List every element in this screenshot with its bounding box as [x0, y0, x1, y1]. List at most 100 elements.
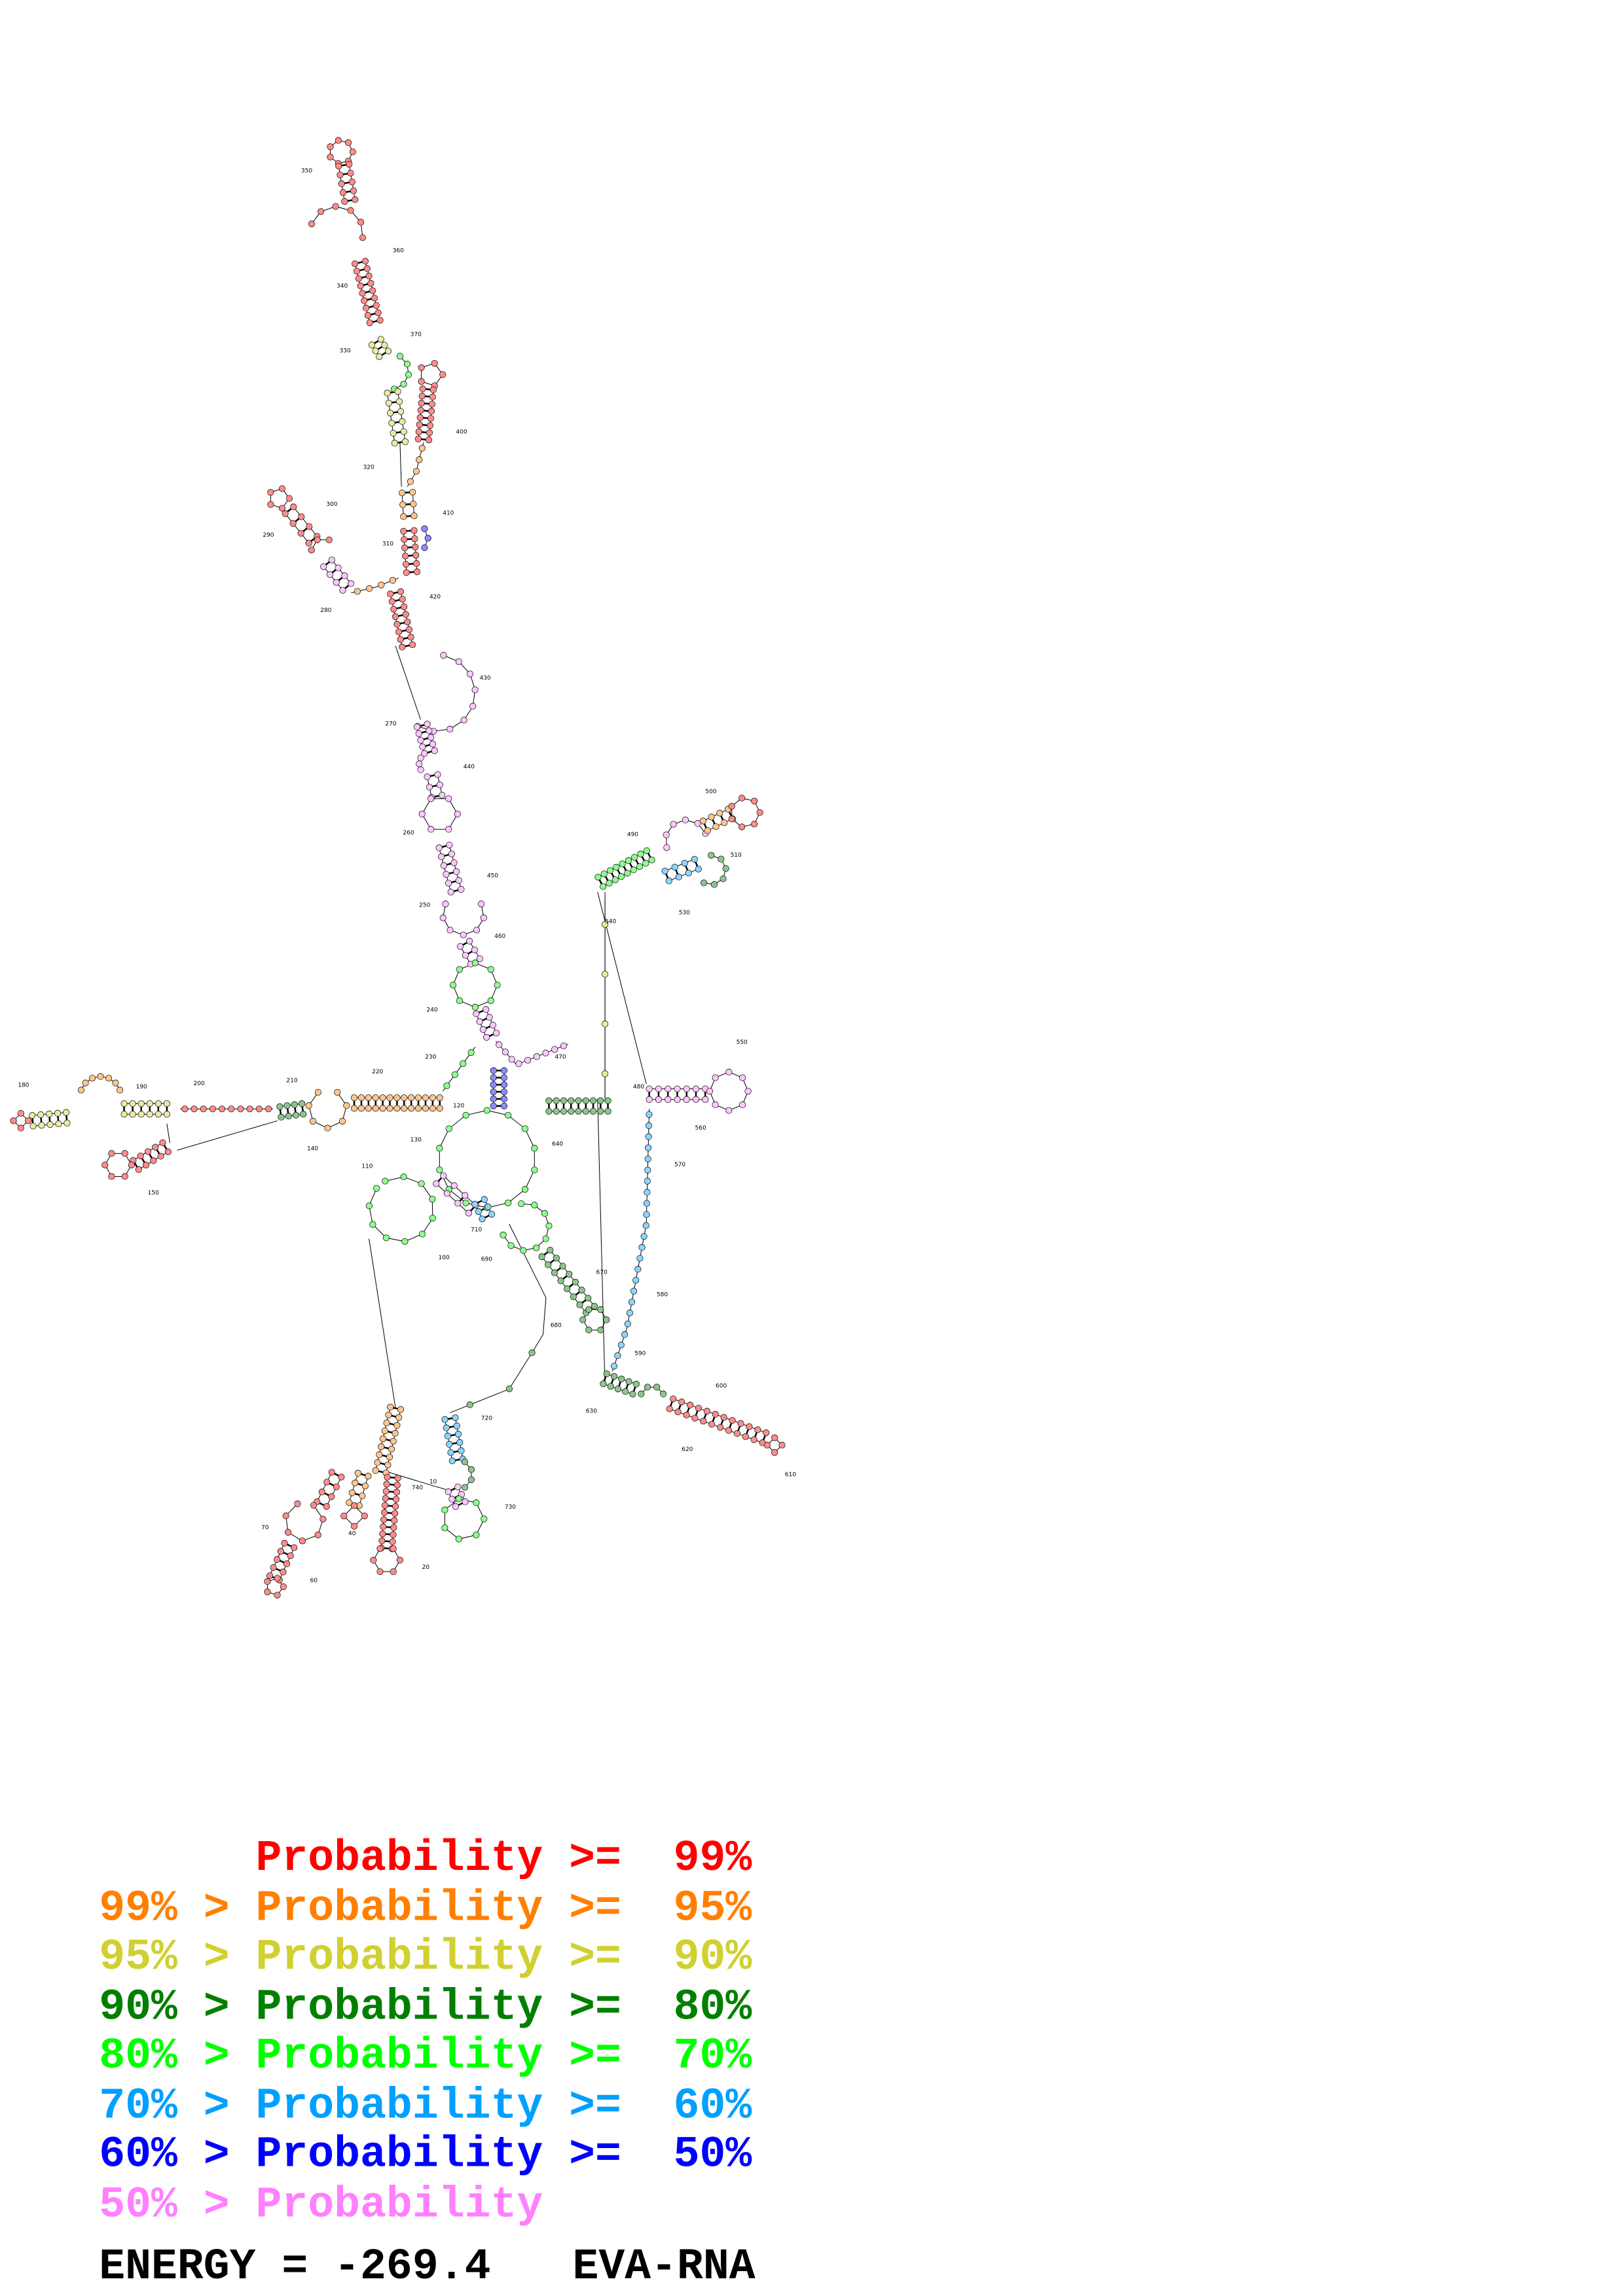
nucleotide [421, 525, 428, 532]
nucleotide [585, 1306, 593, 1313]
nucleotide [17, 1109, 24, 1117]
nucleotide [416, 761, 423, 768]
base-pair [397, 614, 404, 617]
nucleotide [392, 1503, 399, 1510]
nucleotide [388, 1445, 395, 1453]
nucleotide [382, 1495, 389, 1502]
base-pair [543, 1251, 549, 1256]
nucleotide [341, 198, 348, 205]
nucleotide [619, 860, 626, 867]
backbone-segment [281, 1113, 304, 1118]
base-pair [669, 1401, 674, 1407]
nucleotide [383, 1419, 390, 1427]
nucleotide [237, 1105, 244, 1113]
nucleotide [604, 1107, 611, 1115]
nucleotide [283, 1560, 291, 1568]
nucleotide [399, 418, 406, 425]
nucleotide [282, 510, 289, 517]
nucleotide [376, 353, 383, 361]
nucleotide [289, 520, 297, 527]
position-label: 540 [605, 918, 616, 925]
nucleotide [447, 926, 454, 934]
position-label: 290 [263, 532, 274, 539]
base-pair [383, 1446, 390, 1450]
nucleotide [352, 196, 359, 204]
position-label: 610 [785, 1471, 796, 1478]
base-pair [391, 401, 397, 404]
nucleotide [602, 1070, 609, 1077]
nucleotide [429, 740, 437, 747]
nucleotide [545, 1222, 553, 1230]
nucleotide [751, 797, 758, 804]
position-label: 330 [340, 348, 351, 354]
base-pair [392, 1407, 399, 1410]
nucleotide [686, 1401, 694, 1408]
nucleotide [350, 1522, 358, 1530]
nucleotide [419, 386, 426, 393]
nucleotide [348, 1489, 356, 1496]
nucleotide [429, 386, 437, 393]
nucleotide [392, 1429, 399, 1437]
nucleotide [632, 1380, 640, 1388]
nucleotide [392, 1496, 400, 1503]
position-label: 280 [320, 607, 331, 614]
nucleotide [429, 1196, 436, 1203]
nucleotide [458, 1447, 465, 1454]
nucleotide [751, 820, 758, 828]
nucleotide [643, 1211, 650, 1218]
backbone-segment [369, 1238, 396, 1408]
nucleotide [644, 1166, 651, 1174]
nucleotide [642, 1222, 649, 1229]
base-pair [333, 1473, 340, 1477]
nucleotide [712, 1101, 719, 1109]
nucleotide [447, 1449, 454, 1456]
nucleotide [613, 863, 620, 871]
base-pair [484, 1214, 490, 1219]
nucleotide [378, 1537, 386, 1545]
nucleotide [426, 422, 434, 429]
nucleotide [334, 1088, 341, 1096]
nucleotide [150, 1157, 157, 1164]
nucleotide [476, 955, 483, 962]
backbone-segment [293, 507, 318, 537]
nucleotide [589, 1107, 597, 1115]
nucleotide [335, 162, 342, 170]
nucleotide [436, 1145, 443, 1152]
position-label: 200 [193, 1081, 204, 1087]
base-pair [325, 561, 331, 566]
base-pair [625, 1384, 629, 1390]
nucleotide [393, 1481, 401, 1489]
nucleotide [379, 1435, 387, 1443]
nucleotide [453, 868, 460, 875]
nucleotide [443, 870, 450, 878]
nucleotide [655, 1085, 663, 1092]
nucleotide [332, 203, 339, 210]
nucleotide [390, 1568, 397, 1575]
nucleotide [505, 1199, 512, 1206]
nucleotide [531, 1166, 538, 1174]
base-pair [409, 571, 415, 573]
nucleotide [675, 873, 682, 880]
nucleotide [568, 1097, 575, 1104]
base-pair [720, 815, 724, 821]
nucleotide [335, 564, 342, 571]
base-pair [604, 876, 609, 882]
nucleotide [364, 312, 371, 319]
nucleotide [88, 1075, 96, 1082]
nucleotide [542, 1049, 549, 1056]
nucleotide [386, 1454, 393, 1461]
nucleotide [604, 1097, 611, 1104]
nucleotide [541, 1210, 549, 1217]
nucleotide [152, 1143, 159, 1151]
base-pair [431, 784, 438, 787]
nucleotide [400, 528, 407, 535]
nucleotide [500, 1095, 508, 1103]
nucleotide [467, 1476, 475, 1483]
nucleotide [600, 883, 607, 890]
nucleotide [466, 670, 474, 677]
nucleotide [425, 437, 433, 444]
nucleotide [469, 702, 477, 710]
nucleotide [390, 1531, 397, 1538]
nucleotide [614, 1386, 621, 1393]
position-label: 640 [552, 1141, 563, 1148]
